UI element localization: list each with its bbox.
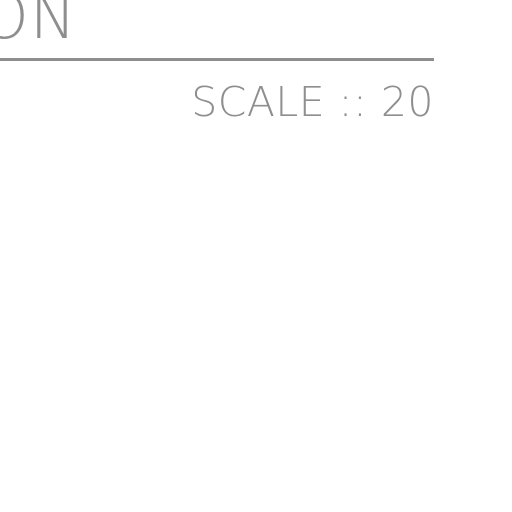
- title-underline: [0, 58, 434, 61]
- drawing-title: ON: [0, 0, 78, 53]
- scale-label: SCALE :: 20: [191, 78, 434, 126]
